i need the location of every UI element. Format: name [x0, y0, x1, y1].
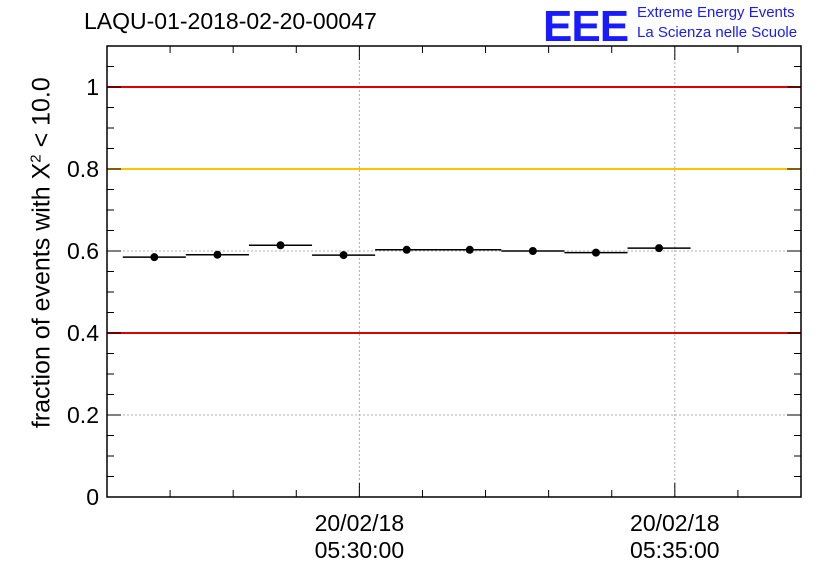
data-point — [655, 244, 664, 253]
y-axis-label: fraction of events with X2 < 10.0 — [27, 77, 56, 429]
data-point — [213, 250, 222, 259]
data-point — [276, 241, 285, 250]
y-tick-label: 0 — [86, 484, 99, 510]
data-point — [591, 248, 600, 257]
y-tick-label: 0.8 — [67, 156, 99, 182]
x-tick-label-time: 05:30:00 — [315, 537, 405, 563]
logo-text-line-2: La Scienza nelle Scuole — [637, 24, 798, 41]
data-point — [402, 245, 411, 254]
data-point — [339, 251, 348, 260]
x-tick-label-date: 20/02/18 — [315, 510, 405, 536]
logo-text-line-1: Extreme Energy Events — [637, 4, 795, 21]
x-tick-label-date: 20/02/18 — [630, 510, 720, 536]
y-tick-label: 1 — [86, 74, 99, 100]
y-tick-label: 0.4 — [67, 320, 99, 346]
data-point — [150, 253, 159, 262]
x-tick-label-time: 05:35:00 — [630, 537, 720, 563]
data-point — [465, 245, 474, 254]
data-point — [528, 247, 537, 255]
plot-frame — [106, 45, 802, 498]
y-tick-label: 0.6 — [67, 238, 99, 264]
eee-logo: EEE — [543, 2, 629, 51]
y-tick-label: 0.2 — [67, 402, 99, 428]
chart-title: LAQU-01-2018-02-20-00047 — [84, 8, 377, 34]
